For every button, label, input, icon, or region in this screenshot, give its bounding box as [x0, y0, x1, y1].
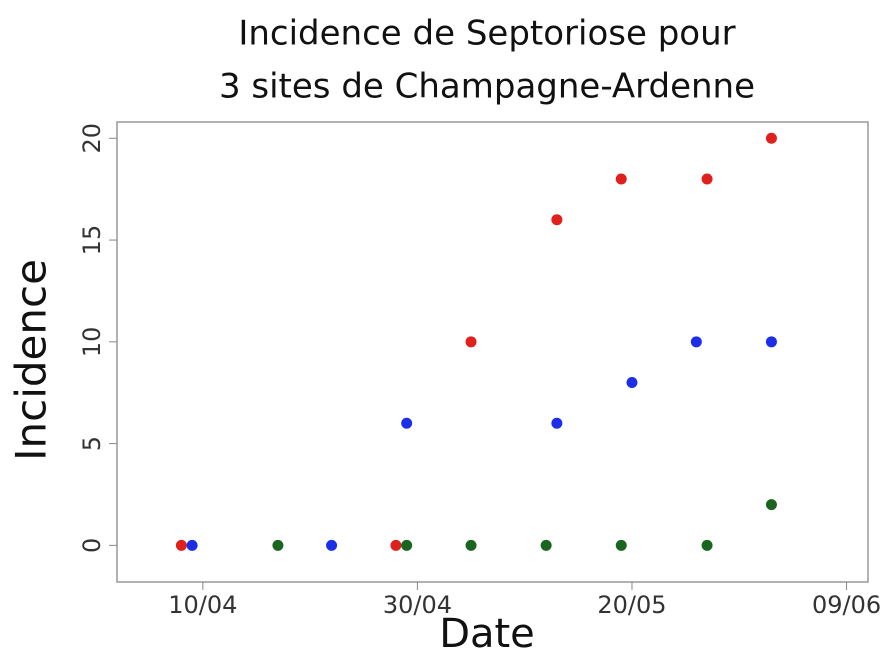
plot-frame: [116, 121, 869, 583]
point: [626, 377, 638, 389]
y-tick-label: 20: [78, 123, 106, 154]
point: [701, 173, 713, 185]
x-tick-label: 20/05: [597, 591, 666, 619]
point: [465, 539, 477, 551]
y-tick-label: 10: [78, 327, 106, 358]
point: [551, 417, 563, 429]
point: [765, 336, 777, 348]
x-tick-label: 09/06: [812, 591, 881, 619]
chart-title: Incidence de Septoriose pour: [238, 14, 735, 54]
point: [765, 132, 777, 144]
y-tick-label: 15: [78, 225, 106, 256]
point: [551, 214, 563, 226]
y-axis-label: Incidence: [7, 259, 56, 461]
y-tick-label: 5: [78, 436, 106, 451]
point: [701, 539, 713, 551]
x-axis-label: Date: [439, 611, 535, 657]
point: [540, 539, 552, 551]
point: [326, 539, 338, 551]
point: [465, 336, 477, 348]
point: [390, 539, 402, 551]
x-tick-label: 30/04: [383, 591, 452, 619]
y-tick-label: 0: [78, 538, 106, 553]
point: [615, 173, 627, 185]
point: [401, 417, 413, 429]
point: [690, 336, 702, 348]
point: [272, 539, 284, 551]
point: [765, 499, 777, 511]
chart-title: 3 sites de Champagne-Ardenne: [219, 67, 755, 107]
point: [615, 539, 627, 551]
point: [186, 539, 198, 551]
x-tick-label: 10/04: [168, 591, 237, 619]
point: [401, 539, 413, 551]
point: [175, 539, 187, 551]
